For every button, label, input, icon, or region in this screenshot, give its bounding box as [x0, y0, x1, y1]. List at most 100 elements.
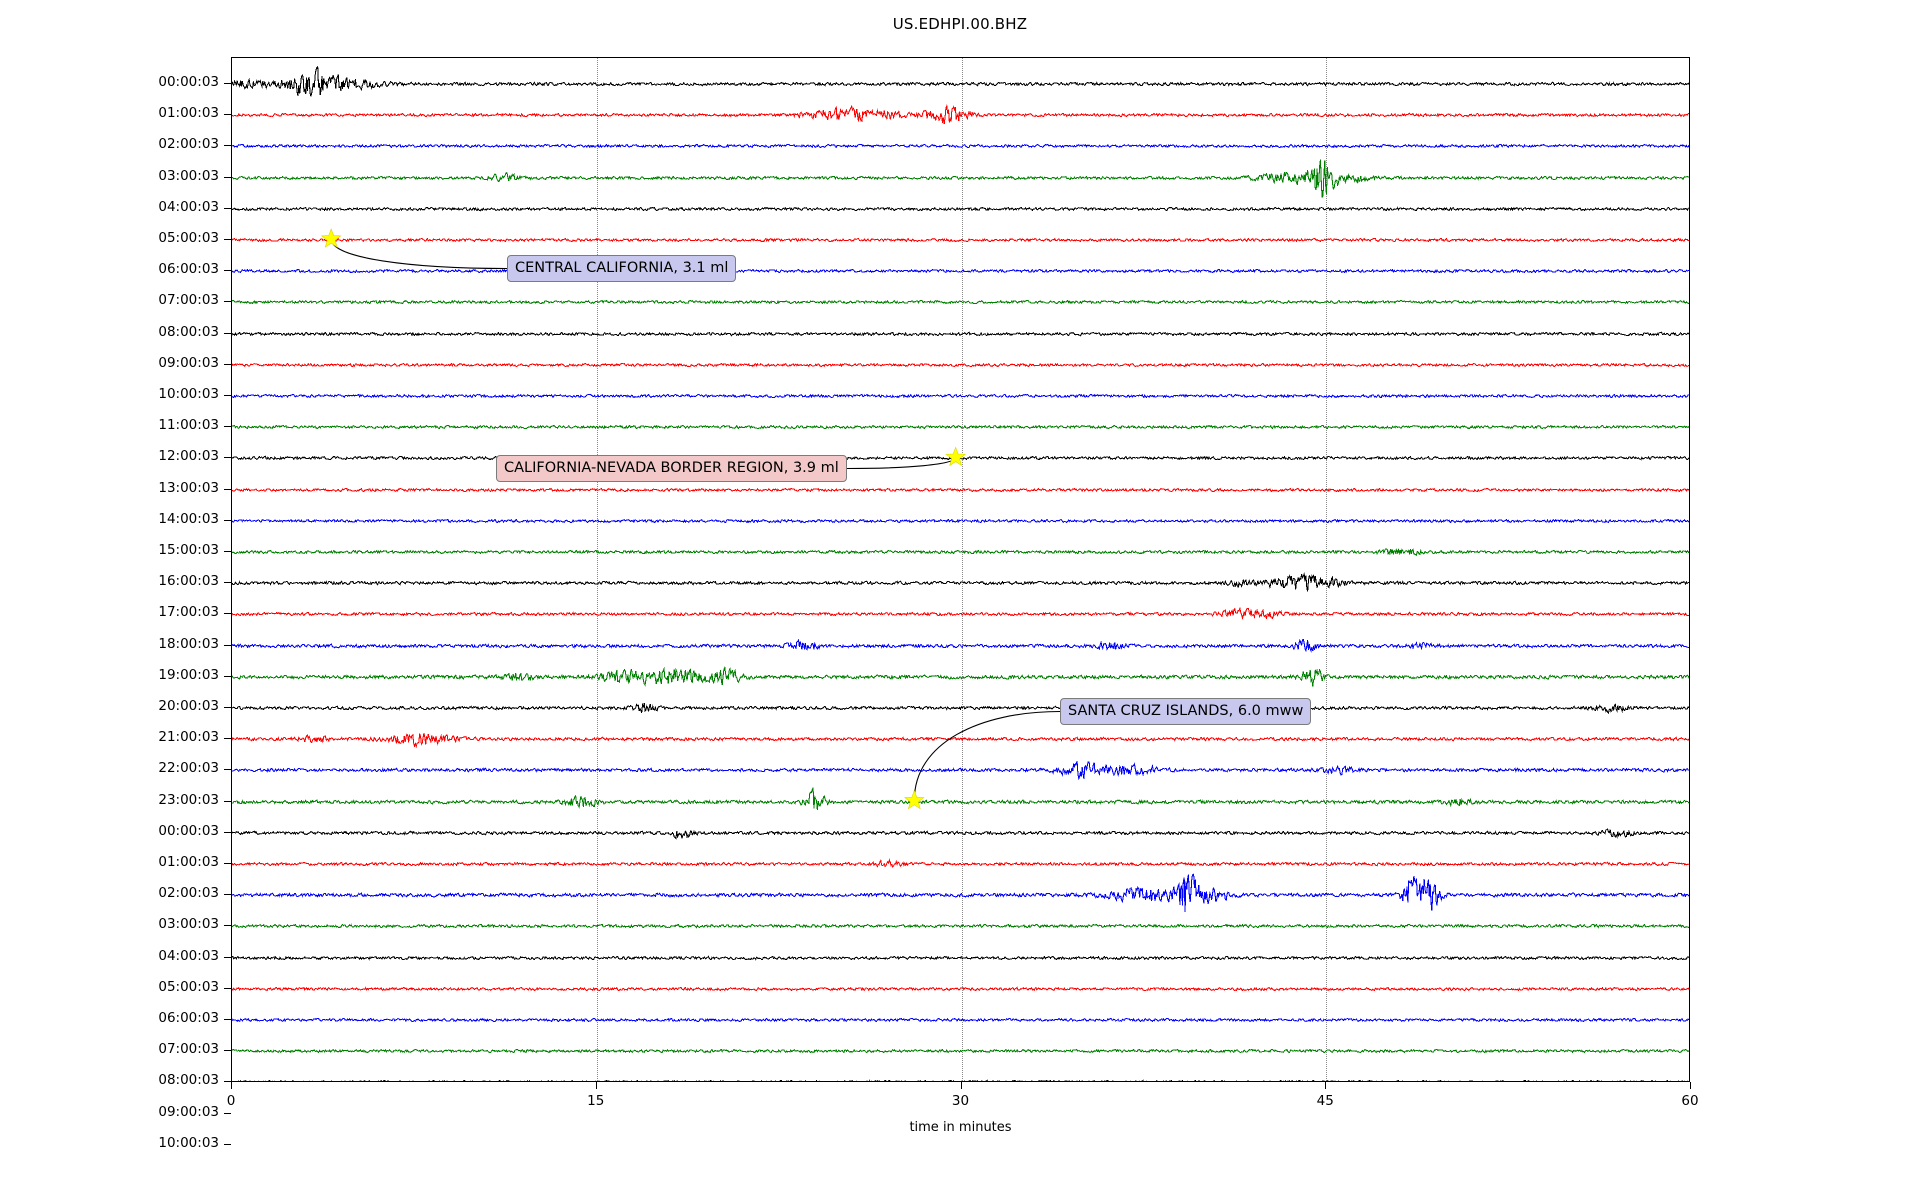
trace-row	[232, 990, 1689, 1050]
trace-row	[232, 491, 1689, 551]
y-tick-mark	[224, 270, 231, 272]
y-tick-mark	[224, 987, 231, 989]
y-tick-mark	[224, 863, 231, 864]
page-title: US.EDHPI.00.BHZ	[892, 15, 1028, 33]
y-tick-label: 08:00:03	[158, 1072, 219, 1089]
trace-row	[232, 803, 1689, 863]
y-tick-label: 20:00:03	[158, 698, 219, 714]
y-tick-mark	[224, 426, 231, 428]
x-tick-label: 45	[1316, 1093, 1334, 1109]
y-tick-label: 01:00:03	[158, 854, 219, 870]
y-tick-label: 09:00:03	[158, 354, 219, 371]
plot-area	[231, 57, 1690, 1082]
y-tick-label: 19:00:03	[158, 666, 219, 683]
y-tick-mark	[224, 1112, 231, 1114]
gridline-30	[961, 58, 963, 1081]
event-annotation-label: CENTRAL CALIFORNIA, 3.1 ml	[507, 255, 737, 282]
y-tick-label: 07:00:03	[158, 292, 219, 309]
trace-row	[232, 272, 1689, 332]
trace-row	[232, 1021, 1689, 1081]
y-tick-label: 04:00:03	[158, 198, 219, 215]
y-tick-mark	[224, 1050, 231, 1052]
y-tick-mark	[224, 582, 231, 584]
y-tick-label: 08:00:03	[158, 323, 219, 340]
trace-row	[232, 896, 1689, 956]
trace-row	[232, 678, 1689, 738]
x-tick-mark	[595, 1082, 597, 1089]
trace-row	[232, 241, 1689, 301]
trace-row	[232, 85, 1689, 145]
y-tick-mark	[224, 675, 231, 677]
x-tick-label: 0	[226, 1093, 236, 1109]
y-tick-mark	[224, 551, 231, 552]
y-tick-mark	[224, 239, 231, 240]
y-tick-label: 11:00:03	[158, 417, 219, 434]
event-annotation-label: CALIFORNIA-NEVADA BORDER REGION, 3.9 ml	[496, 455, 847, 482]
x-tick-mark	[1325, 1082, 1327, 1089]
y-tick-label: 03:00:03	[158, 916, 219, 933]
y-tick-label: 04:00:03	[158, 947, 219, 964]
y-tick-mark	[224, 145, 231, 147]
y-tick-label: 00:00:03	[158, 822, 219, 839]
y-tick-mark	[224, 332, 231, 334]
trace-row	[232, 647, 1689, 707]
y-tick-label: 05:00:03	[158, 978, 219, 995]
y-tick-mark	[224, 925, 231, 927]
y-tick-label: 16:00:03	[158, 573, 219, 590]
y-tick-label: 10:00:03	[158, 1134, 219, 1151]
trace-row	[232, 616, 1689, 676]
trace-row	[232, 460, 1689, 520]
y-tick-label: 23:00:03	[158, 791, 219, 808]
y-tick-label: 12:00:03	[158, 448, 219, 465]
y-tick-label: 14:00:03	[158, 510, 219, 527]
x-tick-label: 30	[951, 1093, 970, 1109]
y-tick-label: 07:00:03	[158, 1041, 219, 1058]
trace-row	[232, 772, 1689, 832]
y-tick-mark	[224, 613, 231, 615]
trace-row	[232, 428, 1689, 488]
trace-row	[232, 553, 1689, 613]
trace-row	[232, 210, 1689, 270]
y-tick-mark	[224, 176, 231, 178]
y-tick-mark	[224, 769, 231, 771]
trace-row	[232, 928, 1689, 988]
y-tick-mark	[224, 488, 231, 490]
trace-row	[232, 709, 1689, 769]
y-tick-label: 22:00:03	[158, 760, 219, 777]
y-tick-mark	[224, 1143, 231, 1145]
y-tick-mark	[224, 894, 231, 896]
gridline-15	[596, 58, 598, 1081]
y-tick-label: 00:00:03	[158, 74, 219, 90]
x-tick-mark	[231, 1082, 232, 1089]
x-tick-label: 15	[587, 1093, 605, 1109]
trace-row	[232, 304, 1689, 364]
gridline-45	[1326, 58, 1328, 1081]
event-annotation-label: SANTA CRUZ ISLANDS, 6.0 mww	[1060, 698, 1312, 725]
y-tick-mark	[224, 519, 231, 521]
y-tick-label: 18:00:03	[158, 635, 219, 652]
y-tick-label: 10:00:03	[158, 386, 219, 402]
y-tick-label: 21:00:03	[158, 729, 219, 746]
y-tick-mark	[224, 800, 231, 802]
trace-row	[232, 959, 1689, 1019]
y-tick-mark	[224, 831, 231, 833]
y-tick-mark	[224, 301, 231, 303]
trace-row	[232, 834, 1689, 894]
trace-row	[232, 584, 1689, 644]
trace-row	[232, 148, 1689, 208]
y-tick-mark	[224, 956, 231, 958]
trace-row	[232, 335, 1689, 395]
y-tick-label: 03:00:03	[158, 167, 219, 184]
trace-row	[232, 865, 1689, 925]
trace-row	[232, 179, 1689, 239]
trace-row	[232, 740, 1689, 800]
y-tick-mark	[224, 114, 231, 116]
x-axis-label: time in minutes	[909, 1120, 1012, 1135]
y-tick-mark	[224, 1081, 231, 1083]
y-tick-mark	[224, 395, 231, 396]
y-tick-mark	[224, 457, 231, 459]
trace-row	[232, 366, 1689, 426]
trace-row	[232, 522, 1689, 582]
y-tick-label: 05:00:03	[158, 230, 219, 246]
trace-row	[232, 116, 1689, 176]
